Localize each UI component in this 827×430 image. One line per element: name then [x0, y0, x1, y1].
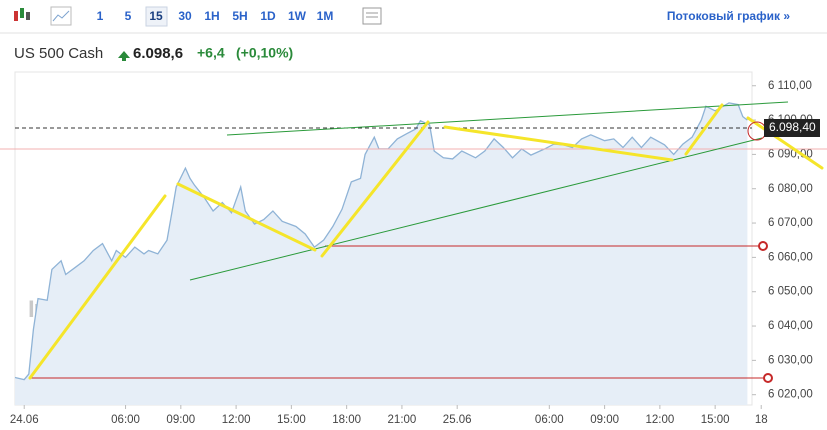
y-tick-label: 6 110,00 [768, 80, 812, 92]
x-tick-label: 15:00 [701, 414, 730, 426]
instrument: US 500 Cash [14, 45, 103, 62]
last-price-box [764, 119, 820, 137]
area-fill [15, 102, 748, 406]
stream-link[interactable]: Потоковый график » [667, 9, 790, 23]
up-arrow [118, 51, 130, 61]
trend-line [189, 137, 763, 281]
x-tick-label: 12:00 [222, 414, 251, 426]
last-price-label: 6.098,40 [769, 120, 816, 134]
line-handle[interactable] [758, 241, 768, 251]
timeframe-button[interactable]: 1H [204, 9, 219, 23]
timeframe-button[interactable]: 30 [178, 9, 192, 23]
x-tick-label: 09:00 [166, 414, 195, 426]
y-tick-label: 6 060,00 [768, 251, 813, 263]
x-tick-label: 18 [755, 414, 768, 426]
price: 6.098,6 [133, 45, 183, 62]
timeframe-button[interactable]: 1W [288, 9, 307, 23]
x-tick-label: 24.06 [10, 414, 39, 426]
area-icon[interactable] [50, 6, 72, 26]
timeframe-button[interactable]: 1 [97, 9, 104, 23]
timeframe-button[interactable]: 1D [260, 9, 276, 23]
active-timeframe-box [145, 6, 168, 27]
y-tick-label: 6 090,00 [768, 148, 813, 160]
timeframe-button[interactable]: 15 [149, 9, 163, 23]
x-tick-label: 15:00 [277, 414, 306, 426]
y-tick-label: 6 020,00 [768, 389, 813, 401]
panel-icon[interactable] [362, 7, 382, 25]
x-tick-label: 12:00 [645, 414, 674, 426]
y-tick-label: 6 040,00 [768, 320, 813, 332]
plot: Investing.com6 020,006 030,006 040,006 0… [10, 80, 813, 426]
timeframe-button[interactable]: 5 [125, 9, 132, 23]
y-tick-label: 6 030,00 [768, 354, 813, 366]
candles-icon[interactable] [14, 8, 30, 21]
change: +6,4 [197, 45, 225, 61]
drawings [0, 101, 827, 383]
hand-drawn-lines [28, 103, 824, 380]
timeframes: 1 5 15 30 1H 5H 1D 1W 1M [97, 9, 334, 23]
x-tick-label: 09:00 [590, 414, 619, 426]
y-tick-label: 6 080,00 [768, 183, 813, 195]
x-tick-label: 21:00 [388, 414, 417, 426]
x-tick-label: 25.06 [443, 414, 472, 426]
timeframe-button[interactable]: 5H [232, 9, 247, 23]
price-line [14, 102, 748, 381]
y-tick-label: 6 050,00 [768, 286, 813, 298]
y-tick-label: 6 070,00 [768, 217, 813, 229]
change-pct: (+0,10%) [236, 45, 293, 61]
x-tick-label: 18:00 [332, 414, 361, 426]
trend-line [226, 101, 789, 136]
line-handle[interactable] [763, 373, 773, 383]
timeframe-button[interactable]: 1M [317, 9, 334, 23]
x-tick-label: 06:00 [111, 414, 140, 426]
x-tick-label: 06:00 [535, 414, 564, 426]
